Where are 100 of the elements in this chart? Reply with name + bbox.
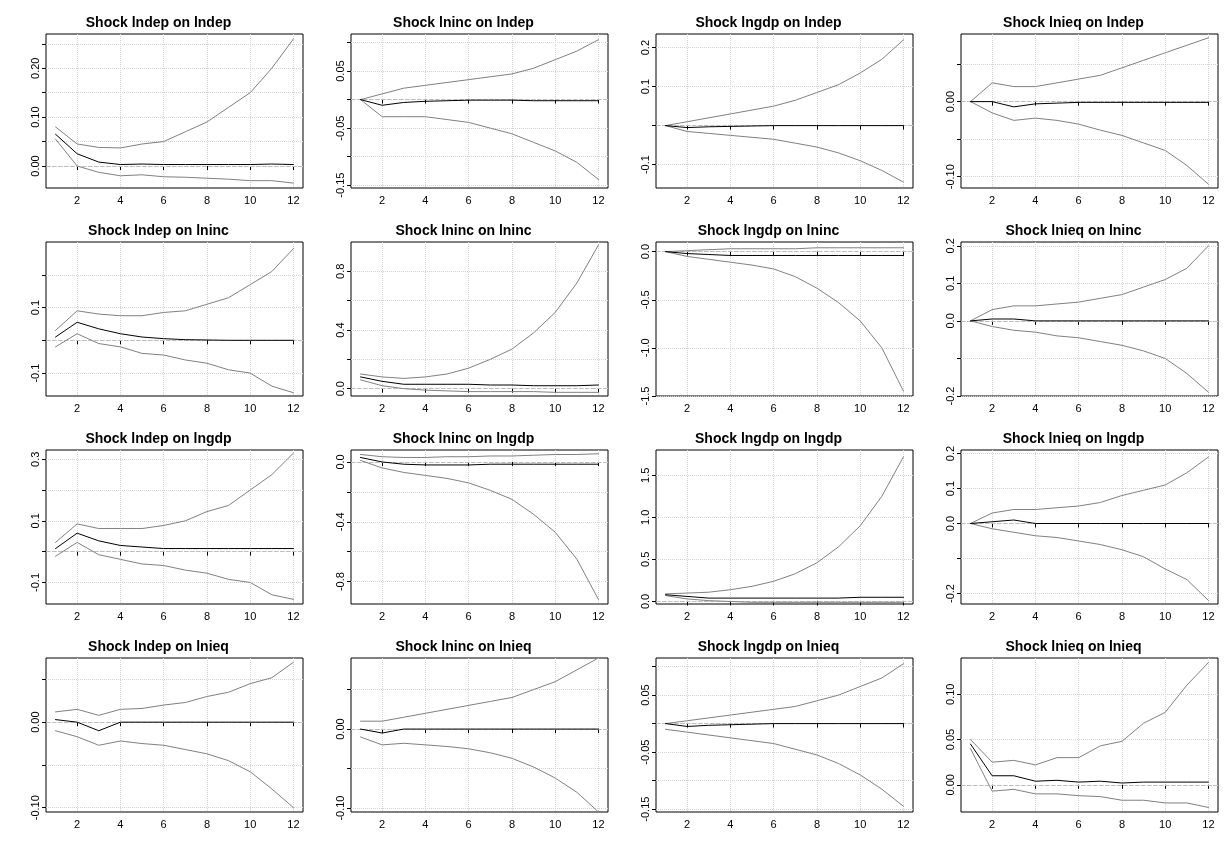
x-tick-label: 2 [379, 193, 386, 206]
x-tick-label: 10 [854, 817, 867, 830]
x-tick-label: 4 [422, 609, 429, 622]
y-tick-label: 0.00 [28, 155, 41, 177]
chart-title: Shock lninc on lndep [393, 14, 534, 30]
y-tick-label: 0.0 [943, 313, 956, 329]
x-tick-label: 4 [727, 193, 734, 206]
x-tick-label: 4 [117, 609, 124, 622]
y-tick-label: 0.0 [943, 515, 956, 532]
y-tick-label: -0.2 [943, 386, 956, 406]
x-tick-label: 10 [244, 817, 257, 830]
x-tick-label: 2 [989, 193, 996, 206]
y-tick-label: 1.5 [638, 467, 651, 483]
x-tick-label: 8 [1118, 609, 1126, 622]
x-tick-label: 6 [770, 401, 777, 414]
chart-title: Shock lndep on lninc [88, 222, 230, 238]
x-tick-label: 4 [117, 193, 124, 206]
x-tick-label: 8 [203, 817, 211, 830]
y-tick-label: -0.10 [333, 795, 346, 821]
x-tick-label: 2 [74, 817, 81, 830]
x-tick-label: 12 [1202, 609, 1215, 622]
chart-title: Shock lninc on lnieq [395, 638, 532, 654]
y-tick-label: -0.2 [943, 584, 956, 603]
y-tick-label: 0.20 [28, 57, 41, 79]
x-tick-label: 2 [74, 609, 81, 622]
x-tick-label: 2 [684, 609, 691, 622]
x-tick-label: 12 [592, 609, 605, 622]
chart-title: Shock lnieq on lnieq [1005, 638, 1142, 654]
x-tick-label: 6 [770, 609, 777, 622]
x-tick-label: 10 [244, 609, 257, 622]
x-tick-label: 10 [1159, 609, 1172, 622]
y-tick-label: 1.0 [638, 509, 651, 525]
y-tick-label: 0.0 [333, 381, 346, 397]
x-tick-label: 2 [989, 609, 996, 622]
x-tick-label: 4 [422, 817, 429, 830]
x-tick-label: 6 [160, 401, 167, 414]
y-tick-label: 0.1 [28, 513, 41, 529]
x-tick-label: 10 [549, 193, 562, 206]
y-tick-label: -0.1 [28, 363, 41, 383]
x-tick-label: 6 [160, 193, 167, 206]
x-tick-label: 2 [989, 401, 996, 414]
x-tick-label: 10 [244, 193, 257, 206]
x-tick-label: 12 [287, 817, 300, 830]
y-tick-label: 0.00 [943, 90, 956, 113]
x-tick-label: 12 [1202, 193, 1215, 206]
x-tick-label: 8 [508, 609, 516, 622]
y-tick-label: 0.00 [943, 774, 956, 796]
chart-title: Shock lndep on lnieq [88, 638, 229, 654]
x-tick-label: 4 [1032, 193, 1039, 206]
x-tick-label: 10 [1159, 401, 1172, 414]
y-tick-label: -0.05 [333, 115, 346, 141]
x-tick-label: 12 [1202, 401, 1215, 414]
x-tick-label: 10 [1159, 193, 1172, 206]
x-tick-label: 12 [287, 609, 300, 622]
chart-title: Shock lndep on lndep [85, 14, 232, 30]
y-tick-label: 0.05 [638, 684, 651, 706]
x-tick-label: 10 [549, 817, 562, 830]
x-tick-label: 6 [770, 817, 777, 830]
chart-title: Shock lnieq on lngdp [1002, 430, 1145, 446]
y-tick-label: -0.1 [28, 572, 41, 592]
x-tick-label: 8 [203, 401, 211, 414]
x-tick-label: 6 [1075, 193, 1082, 206]
x-tick-label: 2 [684, 401, 691, 414]
chart-title: Shock lndep on lngdp [85, 430, 232, 446]
x-tick-label: 8 [203, 609, 211, 622]
y-tick-label: 0.00 [28, 711, 41, 733]
x-tick-label: 8 [813, 401, 821, 414]
y-tick-label: -0.10 [28, 795, 41, 821]
chart-title: Shock lninc on lngdp [392, 430, 535, 446]
y-tick-label: 0.8 [333, 263, 346, 279]
x-tick-label: 6 [1075, 817, 1082, 830]
x-tick-label: 6 [465, 193, 472, 206]
x-tick-label: 2 [379, 817, 386, 830]
y-tick-label: -1.0 [638, 338, 651, 358]
y-tick-label: 0.1 [638, 78, 651, 95]
x-tick-label: 6 [160, 817, 167, 830]
y-tick-label: -0.05 [638, 739, 651, 765]
x-tick-label: 8 [508, 817, 516, 830]
y-tick-label: 0.4 [333, 322, 346, 338]
x-tick-label: 10 [1159, 817, 1172, 830]
y-tick-label: -0.4 [333, 512, 346, 532]
y-tick-label: -0.15 [638, 796, 651, 822]
y-tick-label: 0.05 [333, 60, 346, 82]
x-tick-label: 10 [854, 193, 867, 206]
x-tick-label: 12 [592, 817, 605, 830]
y-tick-label: 0.0 [333, 454, 346, 470]
y-tick-label: 0.1 [943, 275, 956, 291]
x-tick-label: 12 [592, 401, 605, 414]
y-tick-label: 0.2 [943, 445, 956, 462]
y-tick-label: 0.00 [333, 718, 346, 740]
x-tick-label: 8 [813, 817, 821, 830]
x-tick-label: 6 [465, 817, 472, 830]
x-tick-label: 6 [160, 609, 167, 622]
x-tick-label: 6 [1075, 401, 1082, 414]
x-tick-label: 10 [854, 401, 867, 414]
y-tick-label: -0.15 [333, 172, 346, 198]
y-tick-label: 0.2 [943, 238, 956, 254]
x-tick-label: 4 [727, 401, 734, 414]
x-tick-label: 8 [1118, 401, 1126, 414]
x-tick-label: 10 [549, 401, 562, 414]
